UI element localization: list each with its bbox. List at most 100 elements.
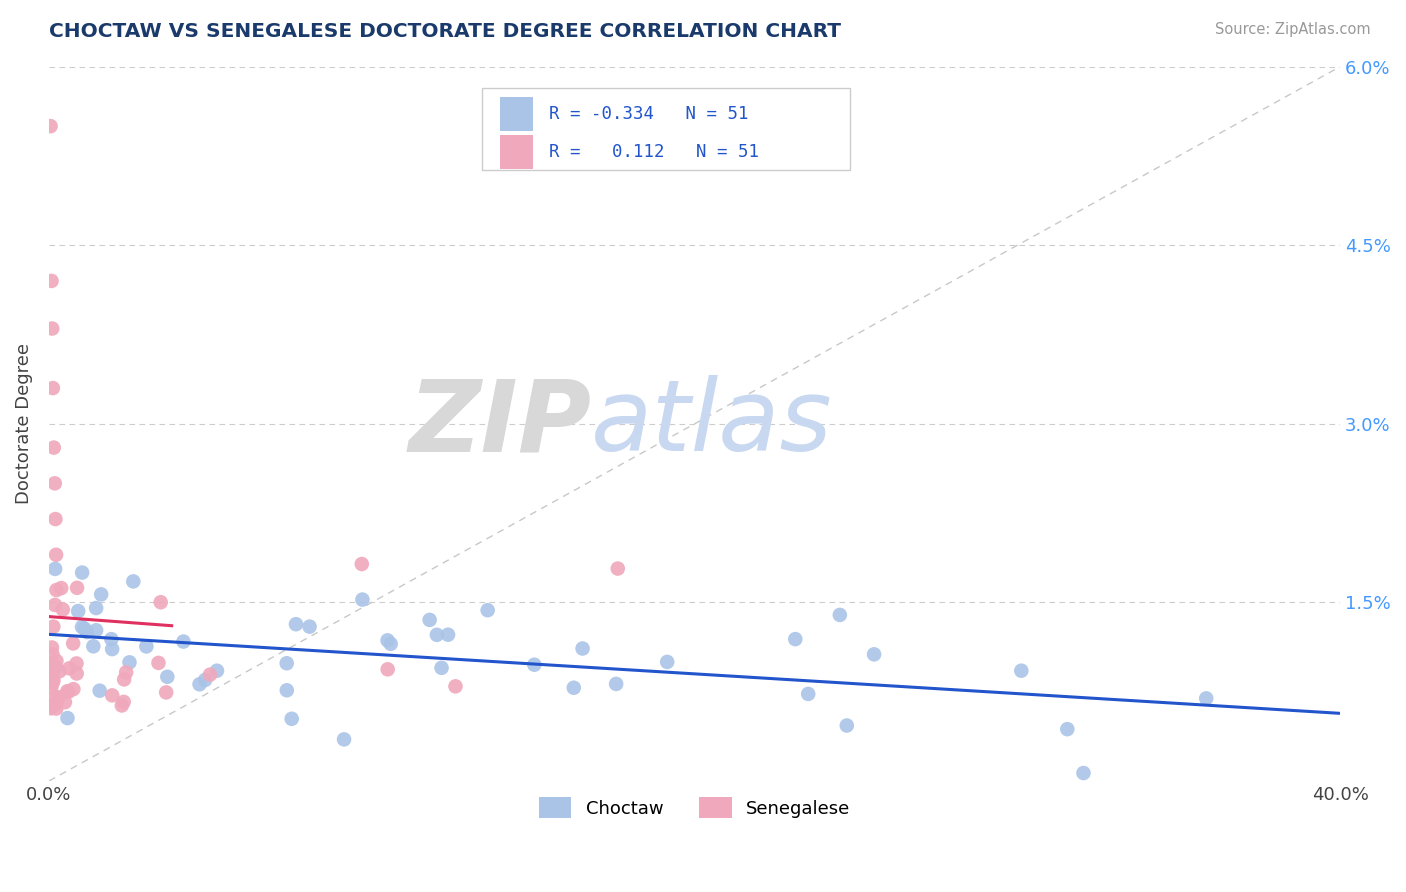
Point [352,592,374,607]
Point [41,321,63,335]
Point [52,602,75,616]
Point [42,619,65,633]
Point [155,685,177,699]
Point [863,648,886,662]
Point [44,476,66,491]
Point [45,701,67,715]
Point [377,633,399,648]
Point [56,711,79,725]
Point [44,562,66,576]
Point [1195,691,1218,706]
Point [51,581,73,595]
Point [41,673,63,687]
Text: R =   0.112   N = 51: R = 0.112 N = 51 [548,143,759,161]
Point [562,681,585,695]
Point [66,666,89,681]
Point [39,701,62,715]
Point [41,698,63,712]
Point [70,566,93,580]
Point [350,557,373,571]
Point [657,655,679,669]
Point [82,640,104,654]
Point [41,640,63,655]
Point [380,637,402,651]
Point [205,664,228,678]
Point [44,598,66,612]
Point [41,667,63,681]
Point [67,604,90,618]
Point [101,642,124,657]
Point [41,648,63,662]
Point [42,441,65,455]
Bar [499,135,533,169]
Point [84,624,107,638]
Point [66,581,89,595]
Point [477,603,499,617]
Point [149,595,172,609]
Point [90,587,112,601]
Point [1056,722,1078,736]
Point [58,661,80,675]
Point [44,660,66,674]
Point [605,677,627,691]
Point [39,681,62,695]
Point [42,381,65,395]
Point [45,654,67,668]
Point [42,658,65,673]
Point [48,664,70,678]
Point [571,641,593,656]
Text: ZIP: ZIP [408,376,592,472]
Point [333,732,356,747]
Point [419,613,441,627]
Text: R = -0.334   N = 51: R = -0.334 N = 51 [548,105,748,123]
Point [1010,664,1032,678]
Point [44,512,66,526]
Point [284,617,307,632]
Point [118,656,141,670]
Point [148,656,170,670]
Point [276,657,298,671]
Point [89,683,111,698]
Point [45,697,67,711]
Point [377,662,399,676]
Point [100,632,122,647]
Text: atlas: atlas [592,376,832,472]
Point [53,695,76,709]
Point [42,673,65,688]
Point [44,690,66,705]
Point [41,274,63,288]
Point [65,657,87,671]
Point [828,607,851,622]
Point [298,620,321,634]
Point [444,679,467,693]
Point [58,685,80,699]
Point [1073,766,1095,780]
Point [101,689,124,703]
Legend: Choctaw, Senegalese: Choctaw, Senegalese [531,790,858,826]
Point [156,670,179,684]
Point [437,628,460,642]
Point [39,119,62,133]
Point [523,657,546,672]
Point [115,665,138,680]
Point [172,634,194,648]
Point [48,690,70,705]
Point [276,683,298,698]
Point [112,673,135,687]
Point [430,661,453,675]
Point [112,695,135,709]
Point [45,583,67,598]
Point [41,676,63,690]
Point [84,601,107,615]
Point [198,667,221,681]
Point [62,682,84,697]
Point [835,718,858,732]
Text: CHOCTAW VS SENEGALESE DOCTORATE DEGREE CORRELATION CHART: CHOCTAW VS SENEGALESE DOCTORATE DEGREE C… [49,22,841,41]
Point [785,632,807,646]
Point [797,687,820,701]
Point [111,698,134,713]
Point [194,673,217,687]
Point [73,622,96,636]
Y-axis label: Doctorate Degree: Doctorate Degree [15,343,32,504]
Point [56,684,79,698]
